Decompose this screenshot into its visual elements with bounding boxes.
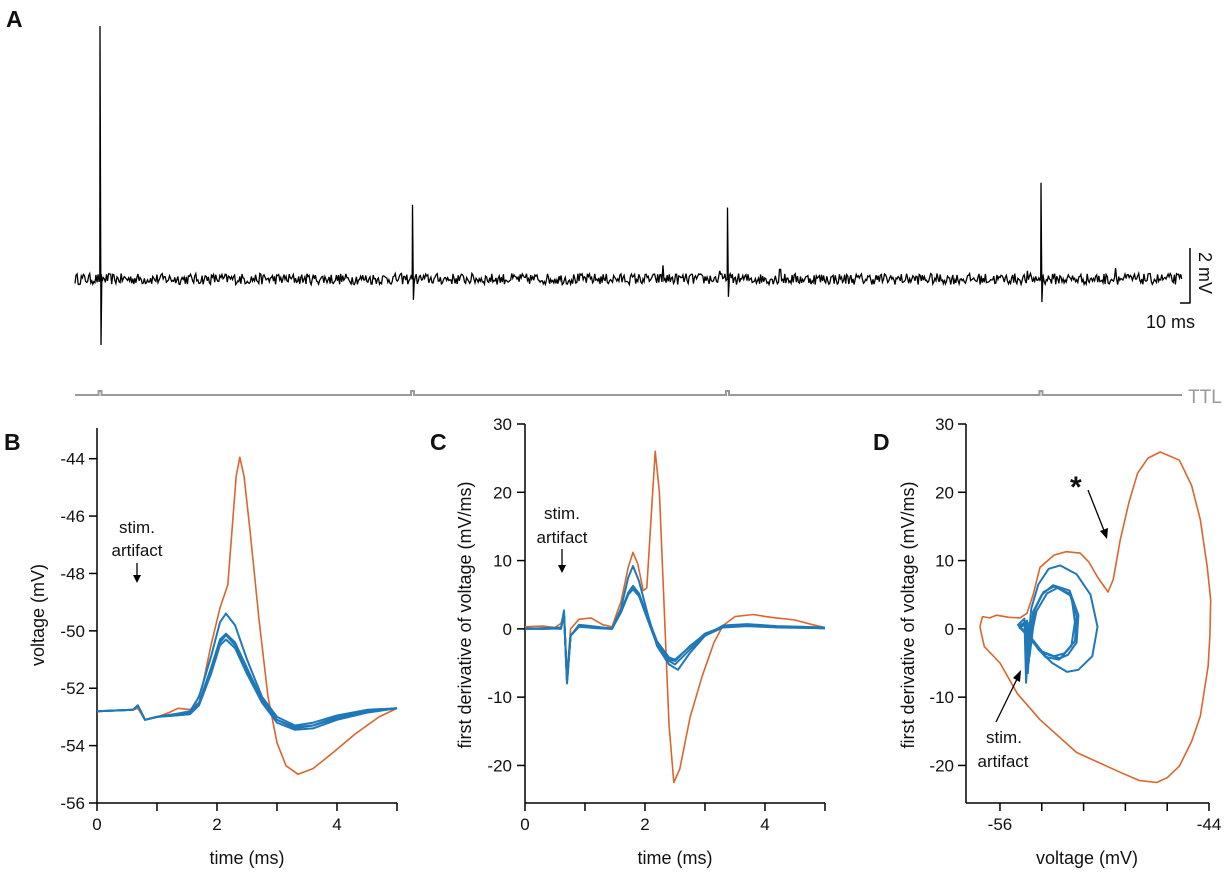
panel-c-series-orange-0: [524, 450, 826, 784]
panel-c-x-tick-label: 2: [640, 815, 649, 834]
panel-c-y-tick-label: -20: [487, 756, 512, 775]
ttl-trace: [75, 390, 1182, 396]
panel-c-ylabel: first derivative of voltage (mV/ms): [455, 481, 475, 748]
panel-b-series-blue-4: [96, 634, 398, 728]
panel-d-annotation-line2: artifact: [977, 752, 1028, 771]
panel-c-y-tick-label: 20: [493, 483, 512, 502]
panel-c-annotation-line1: stim.: [544, 504, 580, 523]
panel-d-y-tick-label: -20: [929, 756, 954, 775]
panel-d-asterisk-arrow: [1087, 489, 1108, 539]
panel-b-x-tick-label: 4: [332, 815, 341, 834]
panel-b-xlabel: time (ms): [210, 848, 285, 868]
scalebar-x-label: 10 ms: [1146, 312, 1195, 332]
panel-b-y-tick-label: -56: [60, 794, 85, 813]
panel-d-y-tick-label: 10: [935, 552, 954, 571]
panel-c-x-tick-label: 0: [520, 815, 529, 834]
panel-d-series-orange-0: [979, 451, 1212, 784]
panel-label-c: C: [430, 429, 447, 455]
panel-d-annotation-arrow: [995, 670, 1021, 723]
panel-b-y-tick-label: -52: [60, 679, 85, 698]
panel-c-y-tick-label: 0: [503, 620, 512, 639]
panel-a-trace: [74, 25, 1183, 396]
extracellular-trace: [74, 25, 1183, 346]
panel-b-y-tick-label: -44: [60, 450, 85, 469]
panel-b-voltage-plot: -44 -46 -48 -50 -52 -54 -56 0 2 4: [60, 428, 398, 834]
panel-c-x-tick-label: 4: [760, 815, 769, 834]
panel-c-y-tick-label: -10: [487, 688, 512, 707]
panel-c-annotation-arrow: [558, 549, 566, 573]
panel-b-ylabel: voltage (mV): [28, 564, 48, 666]
panel-c-series-blue-4: [524, 584, 826, 682]
panel-label-d: D: [873, 429, 890, 455]
panel-b-x-tick-label: 2: [212, 815, 221, 834]
panel-d-y-tick-label: 0: [945, 620, 954, 639]
scalebar-y-label: 2 mV: [1195, 252, 1215, 294]
panel-c-series-blue-1: [524, 565, 826, 685]
panel-c-y-tick-label: 30: [493, 415, 512, 434]
panel-c-xlabel: time (ms): [638, 848, 713, 868]
panel-b-annotation-arrow: [133, 563, 141, 583]
panel-d-y-tick-label: -10: [929, 688, 954, 707]
panel-d-annotation-line1: stim.: [986, 728, 1022, 747]
panel-b-annotation-line1: stim.: [119, 518, 155, 537]
panel-label-b: B: [4, 429, 21, 455]
panel-b-y-tick-label: -54: [60, 737, 85, 756]
panel-label-a: A: [6, 6, 23, 32]
panel-d-series-blue-4: [1019, 586, 1076, 661]
panel-d-x-tick-label: -56: [988, 815, 1013, 834]
panel-d-phase-plot: 30 20 10 0 -10 -20 -56 -44: [929, 415, 1221, 834]
panel-c-annotation-line2: artifact: [536, 528, 587, 547]
panel-c-y-tick-label: 10: [493, 552, 512, 571]
panel-b-y-tick-label: -50: [60, 622, 85, 641]
panel-d-xlabel: voltage (mV): [1036, 848, 1138, 868]
panel-d-series-blue-1: [1016, 564, 1099, 684]
panel-d-ylabel: first derivative of voltage (mV/ms): [898, 481, 918, 748]
panel-b-annotation-line2: artifact: [111, 541, 162, 560]
panel-b-x-tick-label: 0: [92, 815, 101, 834]
panel-d-x-tick-label: -44: [1197, 815, 1222, 834]
panel-d-y-tick-label: 20: [935, 483, 954, 502]
panel-b-y-tick-label: -46: [60, 507, 85, 526]
panel-b-y-tick-label: -48: [60, 564, 85, 583]
panel-d-y-tick-label: 30: [935, 415, 954, 434]
ttl-label: TTL: [1188, 387, 1222, 408]
panel-c-derivative-plot: 30 20 10 0 -10 -20 0 2 4: [487, 415, 826, 834]
panel-d-asterisk-marker: *: [1070, 471, 1082, 504]
panel-b-series-orange-0: [96, 456, 398, 776]
